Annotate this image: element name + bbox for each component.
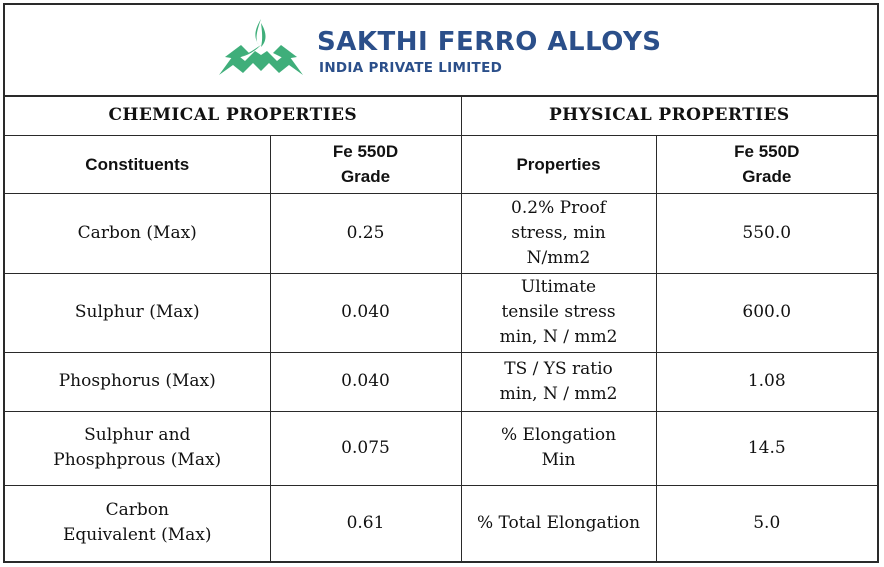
phys-value-cell: 14.5 xyxy=(655,410,878,486)
constituent-cell: Sulphur (Max) xyxy=(5,272,271,353)
phys-grade-header: Fe 550D Grade xyxy=(655,134,878,194)
brand-name: SAKTHI FERRO ALLOYS xyxy=(317,27,662,57)
chem-value-cell: 0.61 xyxy=(269,484,462,561)
phys-value-cell: 5.0 xyxy=(655,484,878,561)
table-row: Phosphorus (Max) 0.040 TS / YS ratio min… xyxy=(5,351,878,412)
table-row: Sulphur (Max) 0.040 Ultimate tensile str… xyxy=(5,272,878,353)
constituent-cell: Phosphorus (Max) xyxy=(5,351,271,412)
properties-header: Properties xyxy=(460,134,657,194)
property-cell: TS / YS ratio min, N / mm2 xyxy=(460,351,657,412)
brand-subtitle: INDIA PRIVATE LIMITED xyxy=(319,60,503,76)
property-cell: Ultimate tensile stress min, N / mm2 xyxy=(460,272,657,353)
property-cell: % Total Elongation xyxy=(460,484,657,561)
column-header-row: Constituents Fe 550D Grade Properties Fe… xyxy=(5,134,878,194)
physical-properties-heading: PHYSICAL PROPERTIES xyxy=(460,97,878,136)
logo-header: SAKTHI FERRO ALLOYS INDIA PRIVATE LIMITE… xyxy=(5,5,877,97)
table-row: Sulphur and Phosphprous (Max) 0.075 % El… xyxy=(5,410,878,486)
phys-value-cell: 1.08 xyxy=(655,351,878,412)
winged-flame-logo-icon xyxy=(219,19,303,75)
properties-sheet: SAKTHI FERRO ALLOYS INDIA PRIVATE LIMITE… xyxy=(3,3,879,563)
phys-value-cell: 600.0 xyxy=(655,272,878,353)
property-cell: 0.2% Proof stress, min N/mm2 xyxy=(460,192,657,274)
chem-value-cell: 0.040 xyxy=(269,272,462,353)
chem-grade-header: Fe 550D Grade xyxy=(269,134,462,194)
section-header-row: CHEMICAL PROPERTIES PHYSICAL PROPERTIES xyxy=(5,97,878,136)
constituents-header: Constituents xyxy=(5,134,271,194)
chem-value-cell: 0.25 xyxy=(269,192,462,274)
chemical-properties-heading: CHEMICAL PROPERTIES xyxy=(5,97,462,136)
constituent-cell: Sulphur and Phosphprous (Max) xyxy=(5,410,271,486)
property-cell: % Elongation Min xyxy=(460,410,657,486)
table-row: Carbon Equivalent (Max) 0.61 % Total Elo… xyxy=(5,484,878,561)
constituent-cell: Carbon Equivalent (Max) xyxy=(5,484,271,561)
phys-value-cell: 550.0 xyxy=(655,192,878,274)
chem-value-cell: 0.040 xyxy=(269,351,462,412)
chem-value-cell: 0.075 xyxy=(269,410,462,486)
constituent-cell: Carbon (Max) xyxy=(5,192,271,274)
table-row: Carbon (Max) 0.25 0.2% Proof stress, min… xyxy=(5,192,878,274)
properties-table: CHEMICAL PROPERTIES PHYSICAL PROPERTIES … xyxy=(5,97,878,561)
